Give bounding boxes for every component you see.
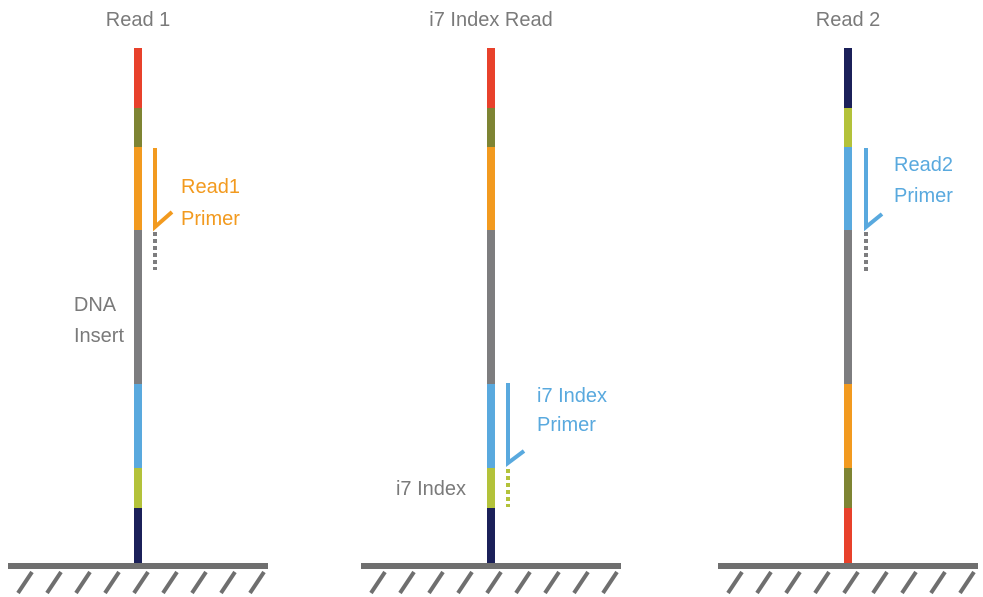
surface-hatch (755, 570, 773, 595)
primer-read1-label-line1: Read1 (181, 176, 240, 198)
primer-i7-index: i7 Index Primer (506, 383, 607, 507)
surface-hatch (485, 570, 503, 595)
primer-read2-label-line1: Read2 (894, 154, 953, 176)
surface-hatch (900, 570, 918, 595)
strand-segment-gray (134, 230, 142, 384)
strand-i7-index-read (487, 48, 495, 564)
surface-hatch (842, 570, 860, 595)
surface-hatch (45, 570, 63, 595)
primer-read1-hook (153, 148, 174, 232)
strand-segment-olive (134, 108, 142, 147)
surface-hatch (74, 570, 92, 595)
dna-insert-label-line2: Insert (74, 325, 124, 347)
panel-title-i7-index-read: i7 Index Read (429, 9, 552, 31)
primer-read1: Read1 Primer (153, 148, 240, 270)
surface-hatch (427, 570, 445, 595)
strand-segment-navy (487, 508, 495, 564)
strand-segment-gray (487, 230, 495, 384)
primer-read1-label-line2: Primer (181, 208, 240, 230)
strand-segment-lime (134, 468, 142, 508)
primer-i7-index-hook (506, 383, 526, 467)
strand-segment-orange (487, 147, 495, 230)
primer-i7-index-label-line2: Primer (537, 414, 596, 436)
strand-segment-gray (844, 230, 852, 384)
panel-title-read2: Read 2 (816, 9, 881, 31)
panel-title-read1: Read 1 (106, 9, 171, 31)
surface-hatch (398, 570, 416, 595)
strand-segment-red (134, 48, 142, 108)
primer-read2-hook (864, 148, 884, 232)
surface-hatch (601, 570, 619, 595)
strand-segment-lime (844, 108, 852, 147)
strand-segment-blue (134, 384, 142, 468)
surface-hatch (456, 570, 474, 595)
strand-segment-orange (844, 384, 852, 468)
primer-read2: Read2 Primer (864, 148, 953, 272)
surface-hatch (784, 570, 802, 595)
strand-segment-olive (844, 468, 852, 508)
strand-read1 (134, 48, 142, 564)
i7-index-label: i7 Index (396, 478, 466, 500)
surface-hatch (813, 570, 831, 595)
strand-read2 (844, 48, 852, 564)
flowcell-surface-i7-index-read (361, 563, 621, 595)
surface-hatch (929, 570, 947, 595)
surface-hatch (16, 570, 34, 595)
surface-hatch (248, 570, 266, 595)
strand-segment-blue (844, 147, 852, 230)
strand-segment-red (487, 48, 495, 108)
strand-segment-orange (134, 147, 142, 230)
strand-segment-red (844, 508, 852, 564)
surface-hatch (572, 570, 590, 595)
surface-hatch (543, 570, 561, 595)
surface-hatch (726, 570, 744, 595)
flowcell-surface-read1 (8, 563, 268, 595)
dna-insert-label-line1: DNA (74, 294, 117, 316)
surface-hatch (132, 570, 150, 595)
primer-read2-label-line2: Primer (894, 185, 953, 207)
surface-hatch (514, 570, 532, 595)
strand-segment-olive (487, 108, 495, 147)
surface-hatch (190, 570, 208, 595)
strand-segment-blue (487, 384, 495, 468)
strand-segment-navy (134, 508, 142, 564)
strand-segment-navy (844, 48, 852, 108)
surface-hatch (958, 570, 976, 595)
surface-hatch (369, 570, 387, 595)
strand-segment-lime (487, 468, 495, 508)
surface-hatch (871, 570, 889, 595)
flowcell-surface-read2 (718, 563, 978, 595)
surface-hatch (161, 570, 179, 595)
primer-i7-index-label-line1: i7 Index (537, 385, 607, 407)
surface-hatch (103, 570, 121, 595)
surface-hatch (219, 570, 237, 595)
